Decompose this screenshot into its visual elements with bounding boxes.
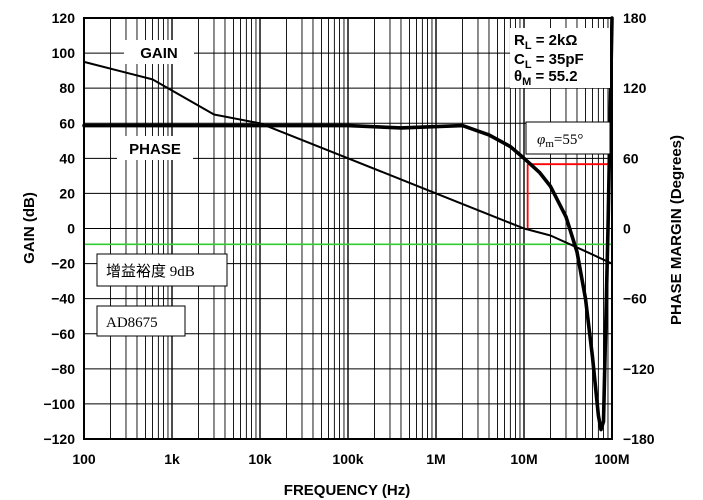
x-tick-label: 100 bbox=[72, 451, 96, 467]
gain-curve-label: GAIN bbox=[140, 45, 178, 62]
gain-curve bbox=[83, 60, 613, 265]
y2-tick-label: 120 bbox=[623, 80, 647, 96]
gain-label-box bbox=[124, 40, 194, 64]
y-tick-label: 40 bbox=[59, 150, 75, 166]
margin-markers bbox=[84, 163, 612, 246]
phase-margin-note-box bbox=[525, 121, 611, 155]
x-tick-label: 10M bbox=[510, 451, 537, 467]
y2-tick-label: 180 bbox=[623, 10, 647, 26]
part-number-box bbox=[96, 305, 186, 337]
y-tick-label: −60 bbox=[51, 326, 75, 342]
y2-tick-label: −120 bbox=[623, 361, 655, 377]
part-number-label: AD8675 bbox=[106, 315, 158, 331]
plot-frame bbox=[83, 17, 613, 440]
y-tick-label: 100 bbox=[52, 45, 76, 61]
y-tick-label: −40 bbox=[51, 291, 75, 307]
x-tick-label: 1k bbox=[164, 451, 180, 467]
x-tick-label: 100M bbox=[594, 451, 629, 467]
gain-margin-note: 增益裕度 9dB bbox=[106, 263, 195, 280]
x-axis-title: FREQUENCY (Hz) bbox=[284, 482, 410, 499]
y2-axis-title: PHASE MARGIN (Degrees) bbox=[668, 135, 685, 325]
phase-curve-label: PHASE bbox=[129, 141, 181, 158]
y-tick-label: 20 bbox=[59, 185, 75, 201]
conditions-box bbox=[510, 28, 610, 88]
y-tick-label: 120 bbox=[52, 10, 76, 26]
x-tick-label: 1M bbox=[426, 451, 445, 467]
y-tick-label: 80 bbox=[59, 80, 75, 96]
y-tick-label: 0 bbox=[67, 221, 75, 237]
x-tick-label: 10k bbox=[248, 451, 272, 467]
phase-margin-note: φm=55° bbox=[537, 132, 583, 150]
y2-tick-label: 60 bbox=[623, 150, 639, 166]
load-resistance-label: RL = 2kΩ bbox=[514, 32, 577, 52]
y-tick-label: −20 bbox=[51, 256, 75, 272]
phase-margin-condition-label: θM = 55.2 bbox=[514, 68, 578, 88]
y-tick-label: −120 bbox=[43, 431, 75, 447]
x-tick-labels: 100 1k 10k 100k 1M 10M 100M bbox=[72, 451, 629, 467]
load-capacitance-label: CL = 35pF bbox=[514, 51, 584, 71]
y-tick-label: −80 bbox=[51, 361, 75, 377]
phase-curve bbox=[82, 16, 614, 432]
y-tick-label: 60 bbox=[59, 115, 75, 131]
y2-tick-label: 0 bbox=[623, 221, 631, 237]
phase-label-box bbox=[117, 136, 193, 160]
plot-border bbox=[83, 17, 613, 440]
gain-margin-note-box bbox=[96, 253, 228, 287]
y-tick-label: −100 bbox=[43, 396, 75, 412]
y2-tick-labels: 180 120 60 0 −60 −120 −180 bbox=[623, 10, 655, 447]
y-axis-title: GAIN (dB) bbox=[21, 192, 38, 264]
y-tick-labels: 120 100 80 60 40 20 0 −20 −40 −60 −80 −100 −120 bbox=[43, 10, 75, 447]
y2-tick-label: −60 bbox=[623, 291, 647, 307]
curves bbox=[82, 16, 614, 432]
y2-tick-label: −180 bbox=[623, 431, 655, 447]
x-tick-label: 100k bbox=[332, 451, 363, 467]
